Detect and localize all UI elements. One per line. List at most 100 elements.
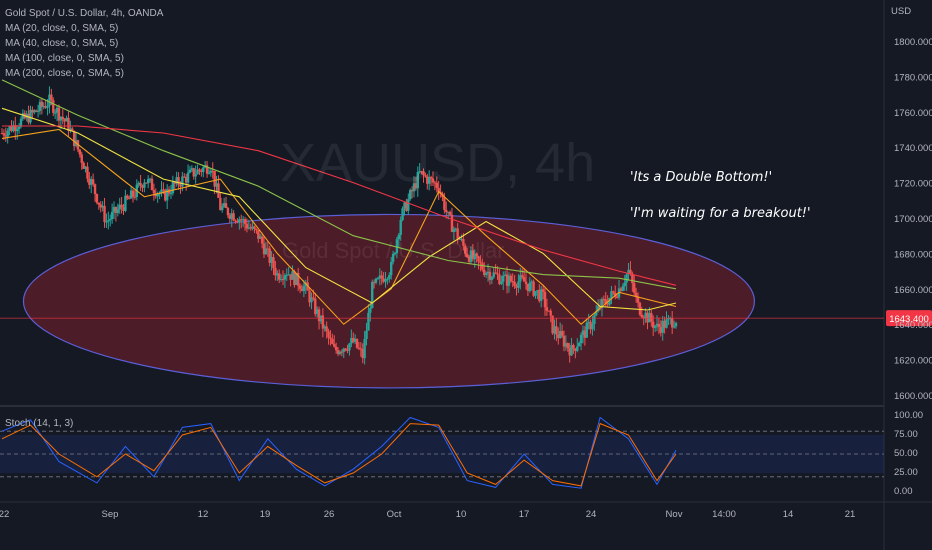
candle-body bbox=[44, 106, 47, 108]
candle-body bbox=[217, 183, 220, 198]
candle-body bbox=[128, 198, 131, 200]
candle-body bbox=[177, 177, 180, 185]
last-price-badge bbox=[886, 310, 932, 327]
candle-body bbox=[131, 190, 135, 197]
candle-body bbox=[401, 208, 404, 221]
candle-body bbox=[342, 348, 345, 352]
candle-body bbox=[429, 176, 433, 179]
candle-body bbox=[652, 321, 655, 328]
candle-body bbox=[69, 128, 72, 131]
candle-body bbox=[426, 176, 429, 184]
candle-body bbox=[211, 170, 214, 172]
candle-body bbox=[460, 239, 463, 241]
candle-body bbox=[369, 307, 372, 313]
candle-body bbox=[570, 344, 573, 356]
candle-body bbox=[547, 310, 550, 312]
candle-body bbox=[173, 182, 176, 184]
candle-body bbox=[500, 281, 503, 284]
candle-body bbox=[251, 226, 254, 229]
axes: USD 1800.000 1780.000 1760.000 1740.000 1720.… bbox=[0, 6, 932, 520]
candle-body bbox=[226, 207, 230, 216]
candle-body bbox=[253, 226, 256, 229]
candle-body bbox=[355, 338, 359, 348]
candle-body bbox=[593, 315, 596, 325]
candle-body bbox=[137, 182, 140, 185]
candle-body bbox=[234, 220, 237, 222]
candle-body bbox=[334, 346, 338, 351]
candle-body bbox=[181, 176, 184, 187]
candle-body bbox=[78, 149, 82, 155]
candle-body bbox=[276, 273, 279, 276]
candle-body bbox=[230, 213, 233, 219]
candle-body bbox=[50, 94, 53, 101]
time-tick: 24 bbox=[586, 509, 597, 520]
candle-body bbox=[456, 228, 459, 239]
stoch-k-line bbox=[1, 416, 677, 489]
candlesticks bbox=[0, 86, 678, 365]
candle-body bbox=[551, 315, 554, 334]
candle-body bbox=[8, 126, 11, 131]
candle-body bbox=[408, 189, 412, 200]
price-tick: 1660.000 bbox=[894, 285, 932, 296]
ma-line-3 bbox=[2, 125, 677, 286]
candle-body bbox=[530, 281, 533, 283]
candle-body bbox=[412, 183, 416, 192]
candle-body bbox=[171, 182, 175, 194]
legend-ma-100[interactable]: MA (100, close, 0, SMA, 5) bbox=[5, 53, 124, 64]
candle-body bbox=[502, 275, 505, 282]
candle-body bbox=[555, 326, 558, 335]
time-tick: Oct bbox=[387, 509, 402, 520]
candle-body bbox=[657, 323, 661, 328]
candle-body bbox=[15, 128, 19, 132]
candle-body bbox=[473, 253, 476, 260]
candle-body bbox=[238, 219, 241, 223]
candle-body bbox=[545, 307, 549, 311]
candle-body bbox=[414, 183, 418, 189]
candle-body bbox=[308, 290, 311, 303]
candle-body bbox=[55, 107, 59, 113]
candle-body bbox=[88, 178, 91, 185]
name-watermark: Gold Spot / U.S. Dollar bbox=[282, 238, 505, 263]
legend-title[interactable]: Gold Spot / U.S. Dollar, 4h, OANDA bbox=[5, 8, 164, 19]
candle-body bbox=[610, 291, 613, 298]
time-tick: 14:00 bbox=[712, 509, 736, 520]
candle-body bbox=[581, 330, 585, 335]
legend-ma-20[interactable]: MA (20, close, 0, SMA, 5) bbox=[5, 23, 119, 34]
candle-body bbox=[221, 206, 224, 211]
candle-body bbox=[621, 286, 625, 291]
candle-body bbox=[568, 348, 571, 356]
candle-body bbox=[663, 320, 666, 328]
candle-body bbox=[120, 204, 123, 208]
ma-line-0 bbox=[1, 128, 677, 325]
candle-body bbox=[129, 190, 133, 199]
candle-body bbox=[629, 269, 632, 274]
candle-body bbox=[38, 101, 42, 111]
candle-body bbox=[538, 290, 541, 301]
candle-body bbox=[285, 274, 288, 276]
candle-body bbox=[388, 275, 391, 279]
stoch-tick: 25.00 bbox=[894, 467, 918, 478]
price-tick: 1700.000 bbox=[894, 214, 932, 225]
candle-body bbox=[141, 185, 144, 188]
candle-body bbox=[63, 119, 66, 122]
candle-body bbox=[422, 171, 425, 176]
candle-body bbox=[648, 313, 651, 323]
candle-body bbox=[486, 271, 490, 274]
candle-body bbox=[179, 184, 182, 187]
candle-body bbox=[517, 281, 520, 288]
note-breakout: 'I'm waiting for a breakout!' bbox=[630, 206, 811, 221]
candle-body bbox=[268, 248, 271, 263]
candle-body bbox=[109, 218, 112, 221]
legend-ma-40[interactable]: MA (40, close, 0, SMA, 5) bbox=[5, 38, 119, 49]
stoch-label[interactable]: Stoch (14, 1, 3) bbox=[5, 418, 74, 429]
candle-body bbox=[361, 349, 364, 359]
candle-body bbox=[228, 215, 232, 219]
legend-ma-200[interactable]: MA (200, close, 0, SMA, 5) bbox=[5, 68, 124, 79]
candle-body bbox=[243, 219, 247, 224]
candle-body bbox=[36, 110, 40, 112]
candle-body bbox=[566, 343, 569, 349]
candle-body bbox=[579, 334, 583, 344]
time-tick: 10 bbox=[456, 509, 467, 520]
candle-body bbox=[424, 175, 427, 177]
